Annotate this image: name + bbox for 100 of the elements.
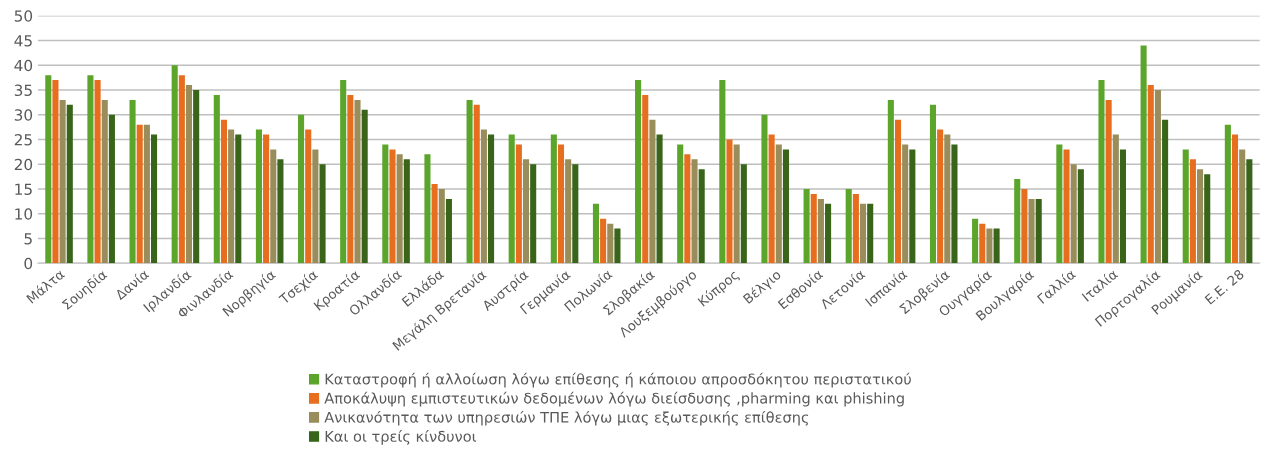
bar xyxy=(389,149,396,264)
bar xyxy=(775,144,782,264)
bar xyxy=(572,164,579,264)
bar xyxy=(340,80,347,264)
bar xyxy=(59,99,66,264)
bar xyxy=(263,134,270,264)
bar xyxy=(592,203,599,264)
bar xyxy=(1140,45,1147,264)
bar xyxy=(803,189,810,264)
bar xyxy=(887,99,894,264)
bar xyxy=(1035,198,1042,264)
bar xyxy=(677,144,684,264)
bar xyxy=(235,134,242,264)
bar xyxy=(171,65,178,264)
bar xyxy=(87,75,94,264)
bar xyxy=(255,129,262,264)
bar xyxy=(719,80,726,264)
bar xyxy=(825,203,832,264)
bar xyxy=(1246,159,1253,264)
bar xyxy=(817,198,824,264)
bar xyxy=(1189,159,1196,264)
bar xyxy=(909,149,916,264)
bar xyxy=(993,228,1000,264)
bar xyxy=(1154,90,1161,264)
bar xyxy=(445,198,452,264)
bar xyxy=(473,104,480,264)
bar xyxy=(480,129,487,264)
bar xyxy=(1231,134,1239,264)
bar xyxy=(733,144,740,264)
y-tick-label: 45 xyxy=(14,35,32,47)
legend-label: Αποκάλυψη εμπιστευτικών δεδομένων λόγω διείσδυσης ,pharming και phishing xyxy=(324,391,904,407)
bar xyxy=(979,223,986,264)
bar xyxy=(1147,85,1154,264)
bar xyxy=(740,164,747,264)
bar xyxy=(600,218,607,264)
bar xyxy=(220,119,228,264)
bar xyxy=(1224,124,1231,264)
legend-label: Και οι τρείς κίνδυνοι xyxy=(325,429,477,445)
bar xyxy=(810,193,817,264)
bar xyxy=(614,228,621,264)
bar xyxy=(305,129,312,264)
bar xyxy=(684,154,691,264)
bar xyxy=(431,184,438,264)
bar xyxy=(860,203,867,264)
y-tick-label: 30 xyxy=(14,109,33,121)
bar xyxy=(852,193,859,264)
bar xyxy=(438,189,445,264)
legend-label: Καταστροφή ή αλλοίωση λόγω επίθεσης ή κάποιου απροσδόκητου περιστατικού xyxy=(325,372,911,388)
bar xyxy=(298,114,305,264)
bar xyxy=(515,144,522,264)
bar xyxy=(424,154,431,264)
bar xyxy=(845,189,852,264)
bar xyxy=(691,159,698,264)
bar xyxy=(557,144,565,264)
bar xyxy=(565,159,572,264)
bar xyxy=(45,75,52,264)
bar xyxy=(193,90,200,264)
y-tick-label: 15 xyxy=(15,183,32,196)
bar xyxy=(1028,198,1035,264)
bar xyxy=(894,119,902,264)
bar xyxy=(129,99,136,264)
bar xyxy=(228,129,235,264)
bar xyxy=(213,94,220,264)
bar xyxy=(1021,189,1028,264)
bar xyxy=(867,203,874,264)
y-tick-label: 5 xyxy=(24,233,32,245)
bar xyxy=(1014,179,1021,264)
bar xyxy=(1197,169,1204,264)
bar xyxy=(52,80,59,264)
bar xyxy=(607,223,614,264)
bar xyxy=(761,114,768,264)
bar xyxy=(488,134,495,264)
y-tick-label: 25 xyxy=(14,133,32,146)
bar xyxy=(944,134,951,264)
bar xyxy=(466,99,473,264)
bar xyxy=(178,75,185,264)
bar xyxy=(1063,149,1070,264)
bar xyxy=(1105,99,1112,264)
bar xyxy=(1182,149,1189,264)
bar xyxy=(66,104,73,264)
bar xyxy=(1112,134,1119,264)
bar xyxy=(635,80,642,264)
x-tick-label: Ε.Ε. 28 xyxy=(1204,268,1245,305)
bar xyxy=(986,228,993,264)
bar xyxy=(277,159,284,264)
bar xyxy=(937,129,944,264)
bar xyxy=(1119,149,1127,264)
bar xyxy=(550,134,557,264)
bar xyxy=(768,134,775,264)
bar xyxy=(136,124,143,264)
bar xyxy=(403,159,410,264)
bar xyxy=(1204,174,1211,264)
bar xyxy=(656,134,663,264)
bar xyxy=(270,149,277,264)
bar xyxy=(649,119,656,264)
y-tick-label: 10 xyxy=(15,208,33,220)
bar xyxy=(185,85,193,264)
bar xyxy=(1098,80,1105,264)
legend-label: Ανικανότητα των υπηρεσιών ΤΠΕ λόγω μιας εξωτερικής επίθεσης xyxy=(324,410,809,426)
bar xyxy=(354,99,361,264)
